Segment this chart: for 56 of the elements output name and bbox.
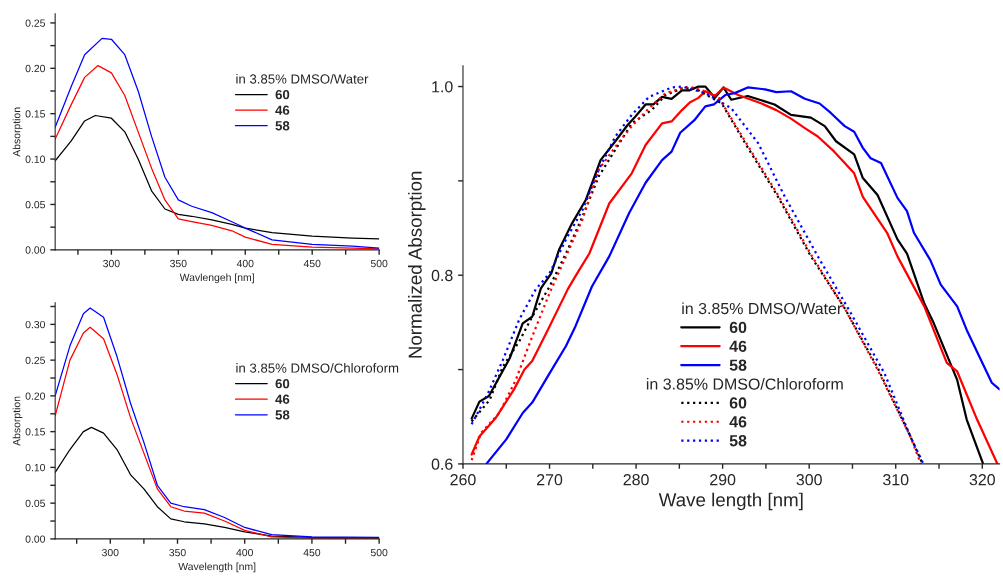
y-axis-title: Absorption [12, 107, 23, 157]
x-tick-label: 270 [537, 474, 563, 486]
x-tick-label: 310 [883, 474, 909, 486]
y-tick-label: 0.6 [431, 458, 453, 470]
x-tick-label: 300 [796, 474, 822, 486]
y-tick-label: 0.05 [25, 499, 46, 508]
x-axis-title: Wavelength [nm] [178, 562, 256, 573]
y-axis-title: Normalized Absorption [408, 171, 426, 358]
y-tick-label: 0.10 [25, 463, 46, 472]
legend-label: 60 [729, 321, 747, 334]
legend-label: 60 [275, 89, 290, 100]
y-axis-title: Absorption [12, 396, 23, 446]
annotation: in 3.85% DMSO/Chloroform [646, 378, 843, 390]
y-tick-label: 0.10 [25, 155, 46, 163]
line-series [55, 114, 380, 240]
x-tick-label: 260 [450, 474, 476, 486]
y-tick-label: 1.0 [432, 81, 453, 93]
legend-title: in 3.85% DMSO/Water [682, 302, 842, 315]
x-tick-label: 350 [170, 259, 187, 268]
x-tick-label: 300 [101, 548, 119, 557]
legend-label: 58 [729, 435, 747, 447]
y-tick-label: 0.00 [25, 246, 46, 254]
y-tick-label: 0.20 [25, 392, 46, 400]
legend-label: 60 [275, 379, 290, 389]
y-tick-label: 0.8 [431, 269, 453, 282]
y-tick-label: 0.15 [25, 428, 46, 436]
legend-label: 60 [729, 397, 747, 409]
y-tick-label: 0.05 [25, 200, 46, 209]
y-tick-label: 0.15 [25, 110, 46, 118]
x-tick-label: 500 [370, 548, 388, 557]
legend-label: 58 [729, 359, 747, 371]
x-tick-label: 500 [370, 259, 388, 268]
legend-label: 46 [275, 394, 290, 404]
x-axis-title: Wavlengeh [nm] [179, 273, 254, 284]
y-tick-label: 0.30 [25, 320, 46, 329]
x-tick-label: 450 [303, 259, 321, 268]
legend-title: in 3.85% DMSO/Water [236, 73, 369, 84]
legend-label: 46 [275, 105, 290, 115]
y-tick-label: 0.25 [25, 356, 46, 365]
legend-label: 46 [729, 340, 747, 352]
y-tick-label: 0.00 [25, 535, 46, 543]
x-tick-label: 450 [303, 548, 321, 557]
x-axis-title: Wave length [nm] [658, 492, 803, 511]
y-tick-label: 0.25 [25, 19, 46, 27]
x-tick-label: 300 [103, 259, 120, 268]
legend-label: 58 [275, 121, 290, 131]
x-tick-label: 290 [710, 474, 736, 486]
legend-label: 46 [729, 416, 747, 428]
legend-label: 58 [275, 410, 290, 420]
y-tick-label: 0.20 [25, 64, 46, 73]
x-tick-label: 320 [969, 474, 995, 486]
x-tick-label: 400 [236, 259, 254, 268]
x-tick-label: 280 [623, 474, 649, 486]
x-tick-label: 400 [236, 548, 253, 557]
legend-title: in 3.85% DMSO/Chloroform [236, 363, 399, 373]
x-tick-label: 350 [169, 548, 186, 557]
